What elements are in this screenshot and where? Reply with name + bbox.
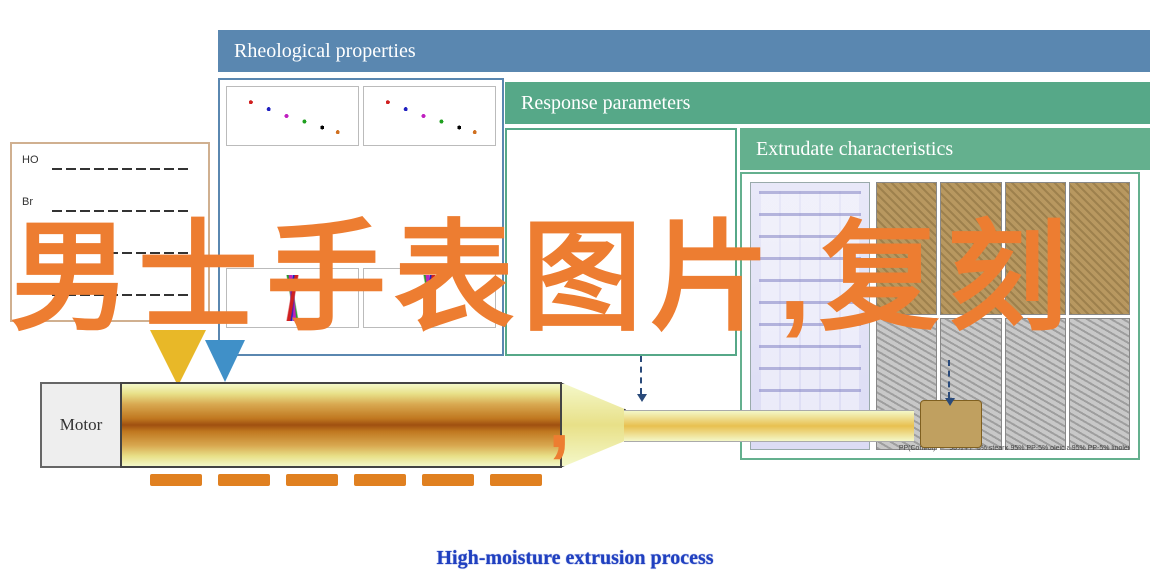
chem-label: HO: [22, 154, 39, 166]
banner-label: Extrudate characteristics: [756, 138, 953, 161]
arrowhead-icon: [637, 394, 647, 402]
diagram-root: Rheological properties Response paramete…: [0, 0, 1150, 588]
sem-label: 95% PP-5% oleic acid: [1011, 445, 1069, 452]
sem-image: [1069, 182, 1130, 315]
chart-viscosity-shear: [226, 86, 359, 146]
banner-response: Response parameters: [505, 82, 1150, 124]
connector-dashed: [640, 356, 642, 394]
extruder-barrel: [120, 382, 562, 468]
motor-block: Motor: [40, 382, 122, 468]
overlay-comma: ,: [548, 374, 570, 466]
heater-block: [422, 474, 474, 486]
banner-label: Response parameters: [521, 92, 690, 115]
arrowhead-icon: [945, 398, 955, 406]
figure-caption: High-moisture extrusion process: [0, 547, 1150, 570]
connector-dashed: [948, 360, 950, 398]
overlay-text: 男士手表图片,复刻: [10, 180, 1075, 354]
extrudate-product: [920, 400, 982, 448]
extrudate-strand: [624, 410, 914, 442]
sem-image: [1069, 318, 1130, 451]
chem-structure-1: HO: [22, 154, 198, 182]
heater-block: [490, 474, 542, 486]
heater-block: [286, 474, 338, 486]
banner-extrudate: Extrudate characteristics: [740, 128, 1150, 170]
sem-label: 95% PP-5% linoleic acid: [1072, 445, 1130, 452]
heater-block: [354, 474, 406, 486]
heater-block: [150, 474, 202, 486]
motor-label: Motor: [60, 415, 103, 435]
banner-rheological: Rheological properties: [218, 30, 1150, 72]
heater-block: [218, 474, 270, 486]
chart-modulus: [363, 86, 496, 146]
banner-label: Rheological properties: [234, 40, 416, 63]
chart-pair-top: [220, 80, 502, 152]
